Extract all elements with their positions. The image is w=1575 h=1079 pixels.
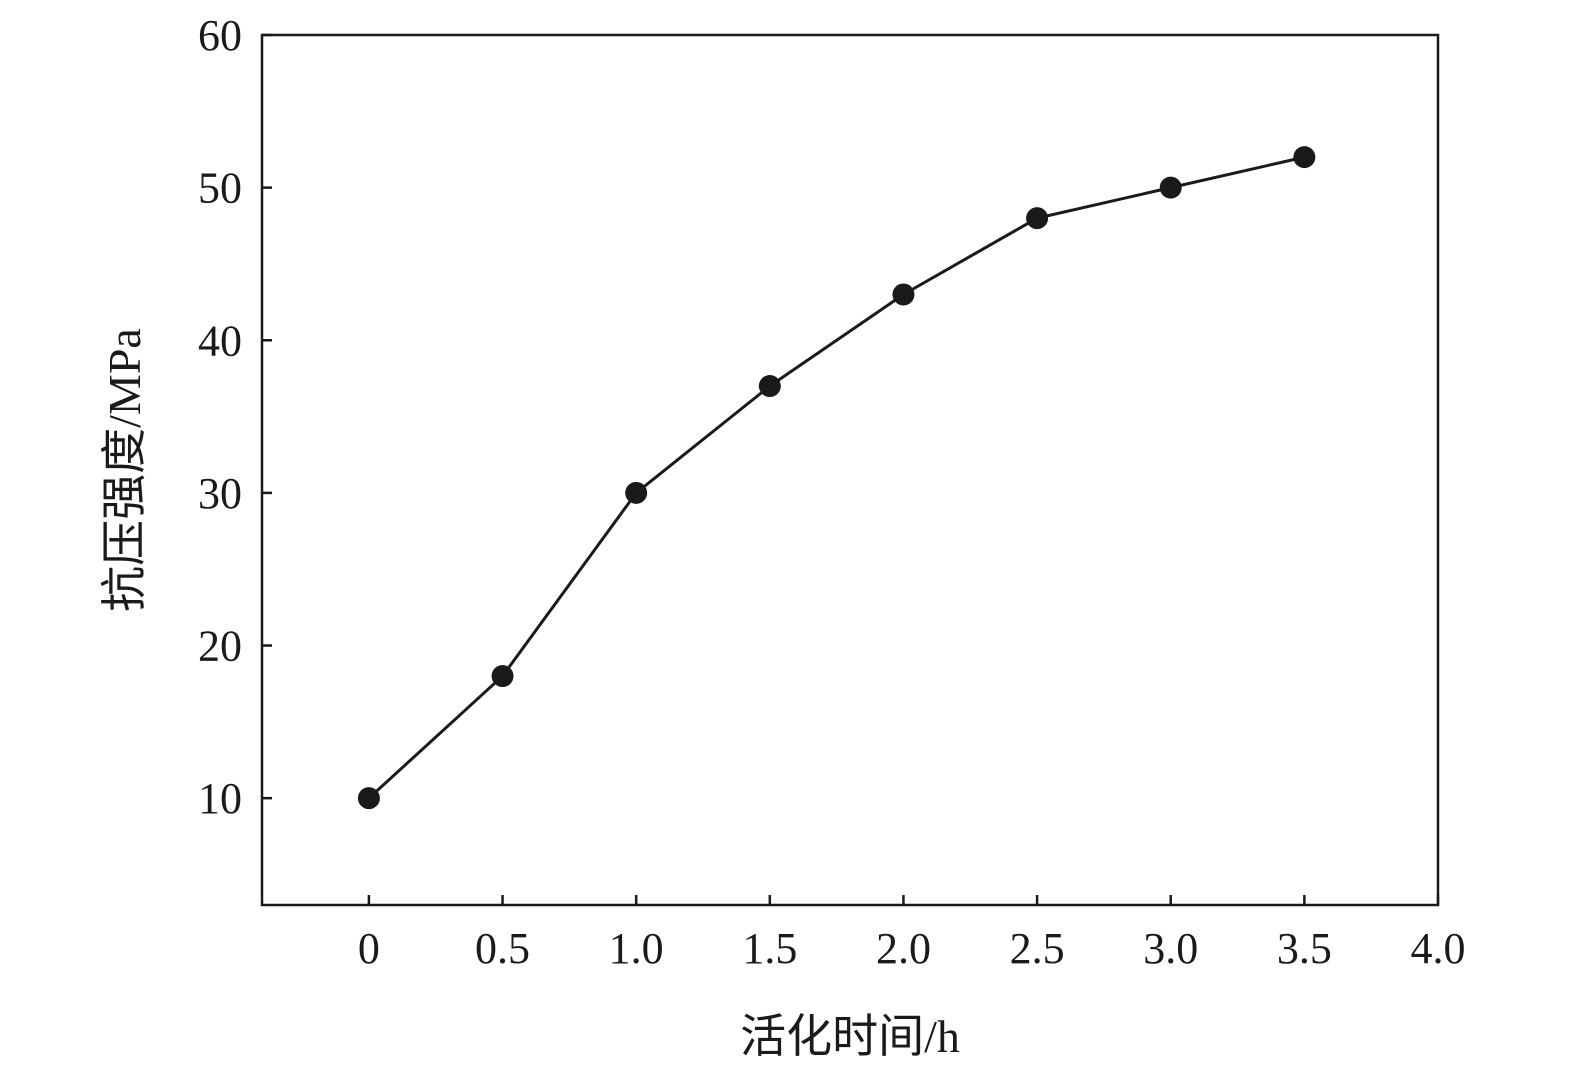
x-tick-label: 4.0 <box>1411 924 1466 973</box>
y-tick-label: 30 <box>198 469 242 518</box>
data-point <box>491 665 514 688</box>
x-tick-label: 2.5 <box>1010 924 1065 973</box>
x-tick-label: 0.5 <box>475 924 530 973</box>
y-tick-label: 20 <box>198 622 242 671</box>
series-line <box>367 155 1305 800</box>
y-tick-label: 50 <box>198 164 242 213</box>
x-tick-label: 0 <box>358 924 380 973</box>
y-tick-label: 40 <box>198 316 242 365</box>
data-point <box>1159 176 1182 199</box>
data-point <box>892 283 915 306</box>
x-axis-title: 活化时间/h <box>740 1011 960 1062</box>
x-tick-label: 1.5 <box>742 924 797 973</box>
data-point <box>357 787 380 810</box>
data-point <box>625 481 648 504</box>
data-point <box>758 375 781 398</box>
y-tick-label: 10 <box>198 774 242 823</box>
x-tick-label: 1.0 <box>609 924 664 973</box>
plot-frame <box>260 33 1440 907</box>
y-axis-title: 抗压强度/MPa <box>99 328 150 612</box>
data-point <box>1026 207 1049 230</box>
x-tick-label: 3.0 <box>1143 924 1198 973</box>
data-point <box>1293 146 1316 169</box>
y-tick-label: 60 <box>198 11 242 60</box>
x-tick-label: 2.0 <box>876 924 931 973</box>
x-tick-label: 3.5 <box>1277 924 1332 973</box>
